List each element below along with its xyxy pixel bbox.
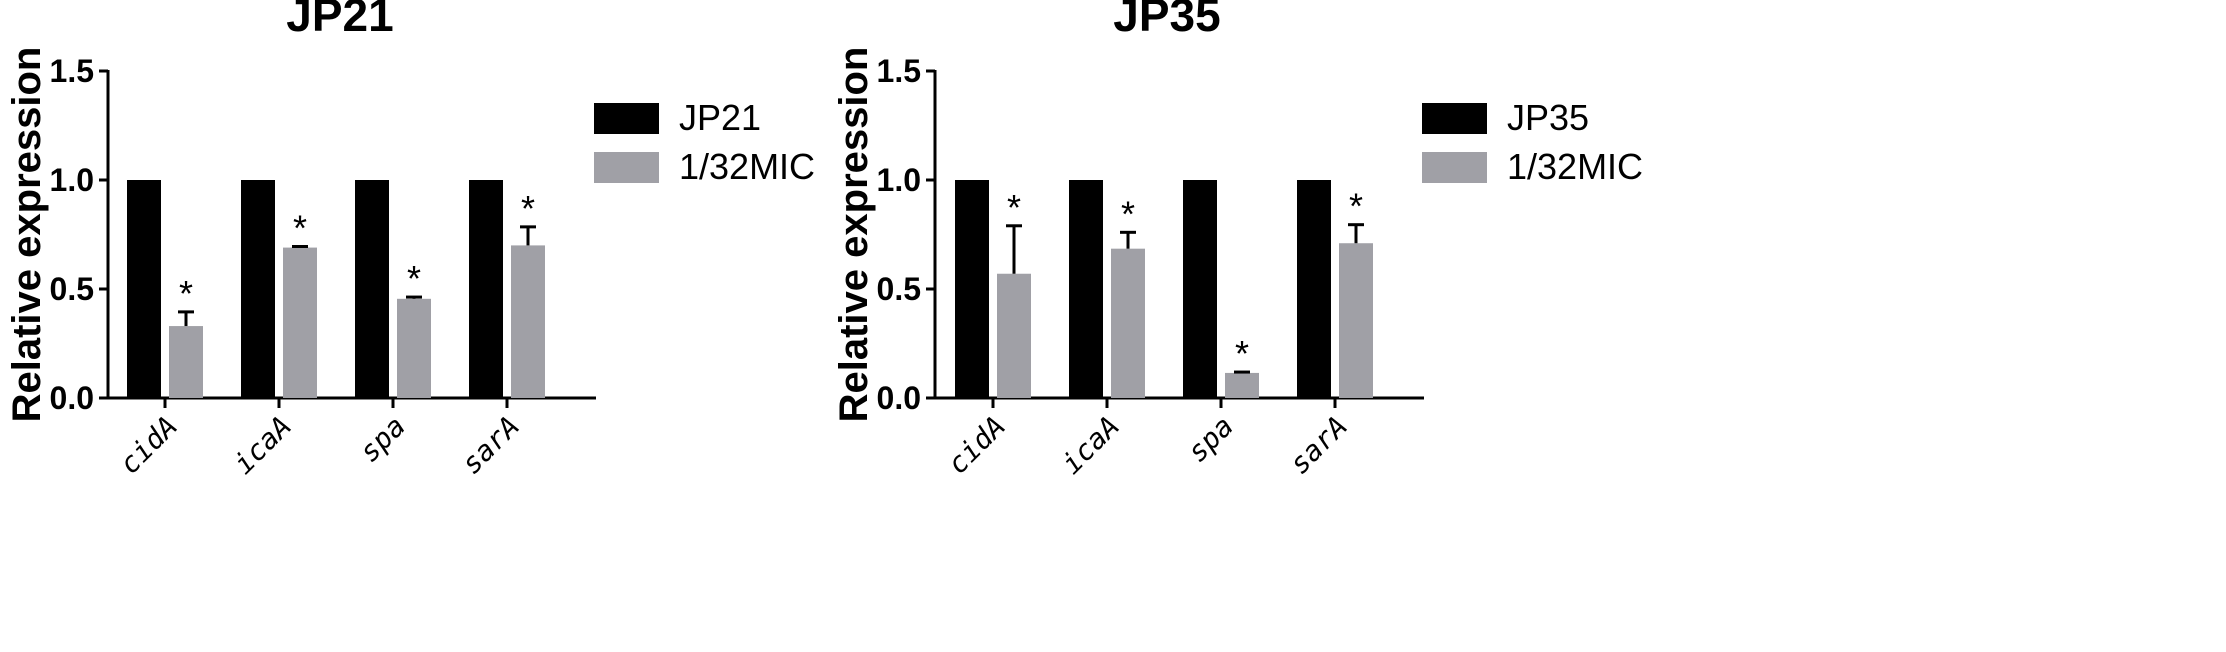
y-tick-label: 0.5 [50,271,94,307]
bar-treated [1111,248,1145,398]
x-tick-label: spa [1181,410,1240,469]
chart-title: JP21 [286,0,393,41]
bar-treated [169,326,203,398]
y-tick-label: 1.5 [877,53,921,89]
legend-label: JP21 [679,97,761,138]
y-tick-label: 1.5 [50,53,94,89]
bar-control [955,180,989,398]
legend-label: 1/32MIC [1507,146,1643,187]
significance-marker: * [407,258,421,299]
y-tick-label: 0.0 [877,380,921,416]
legend-swatch [594,152,659,183]
y-tick-label: 1.0 [877,162,921,198]
bar-control [1183,180,1217,398]
significance-marker: * [1235,333,1249,374]
y-tick-label: 1.0 [50,162,94,198]
bar-control [355,180,389,398]
bar-control [1297,180,1331,398]
significance-marker: * [179,273,193,314]
bar-control [1069,180,1103,398]
y-tick-label: 0.5 [877,271,921,307]
chart-title: JP35 [1113,0,1220,41]
y-tick-label: 0.0 [50,380,94,416]
bar-treated [283,247,317,398]
y-axis-label: Relative expression [832,47,876,423]
legend-label: JP35 [1507,97,1589,138]
x-tick-label: sarA [455,410,526,481]
bar-treated [397,298,431,398]
bar-treated [1339,243,1373,398]
bar-control [241,180,275,398]
chart-1: JP21 Relative expression 0.0 0.5 1.0 1.5 * cidA… [5,0,815,481]
legend-swatch [594,103,659,134]
significance-marker: * [293,207,307,248]
chart-2: JP35 Relative expression 0.0 0.5 1.0 1.5 * cidA… [832,0,1643,481]
y-axis-label: Relative expression [5,47,49,423]
legend-swatch [1422,152,1487,183]
x-tick-label: cidA [941,410,1012,481]
bar-treated [1225,372,1259,398]
significance-marker: * [1121,193,1135,234]
legend-label: 1/32MIC [679,146,815,187]
bar-control [469,180,503,398]
bar-treated [997,273,1031,398]
significance-marker: * [521,188,535,229]
x-tick-label: cidA [113,410,184,481]
x-tick-label: spa [353,410,412,469]
significance-marker: * [1349,186,1363,227]
x-tick-label: sarA [1283,410,1354,481]
bar-treated [511,245,545,398]
significance-marker: * [1007,187,1021,228]
legend-swatch [1422,103,1487,134]
bar-control [127,180,161,398]
x-tick-label: icaA [227,410,298,481]
x-tick-label: icaA [1055,410,1126,481]
